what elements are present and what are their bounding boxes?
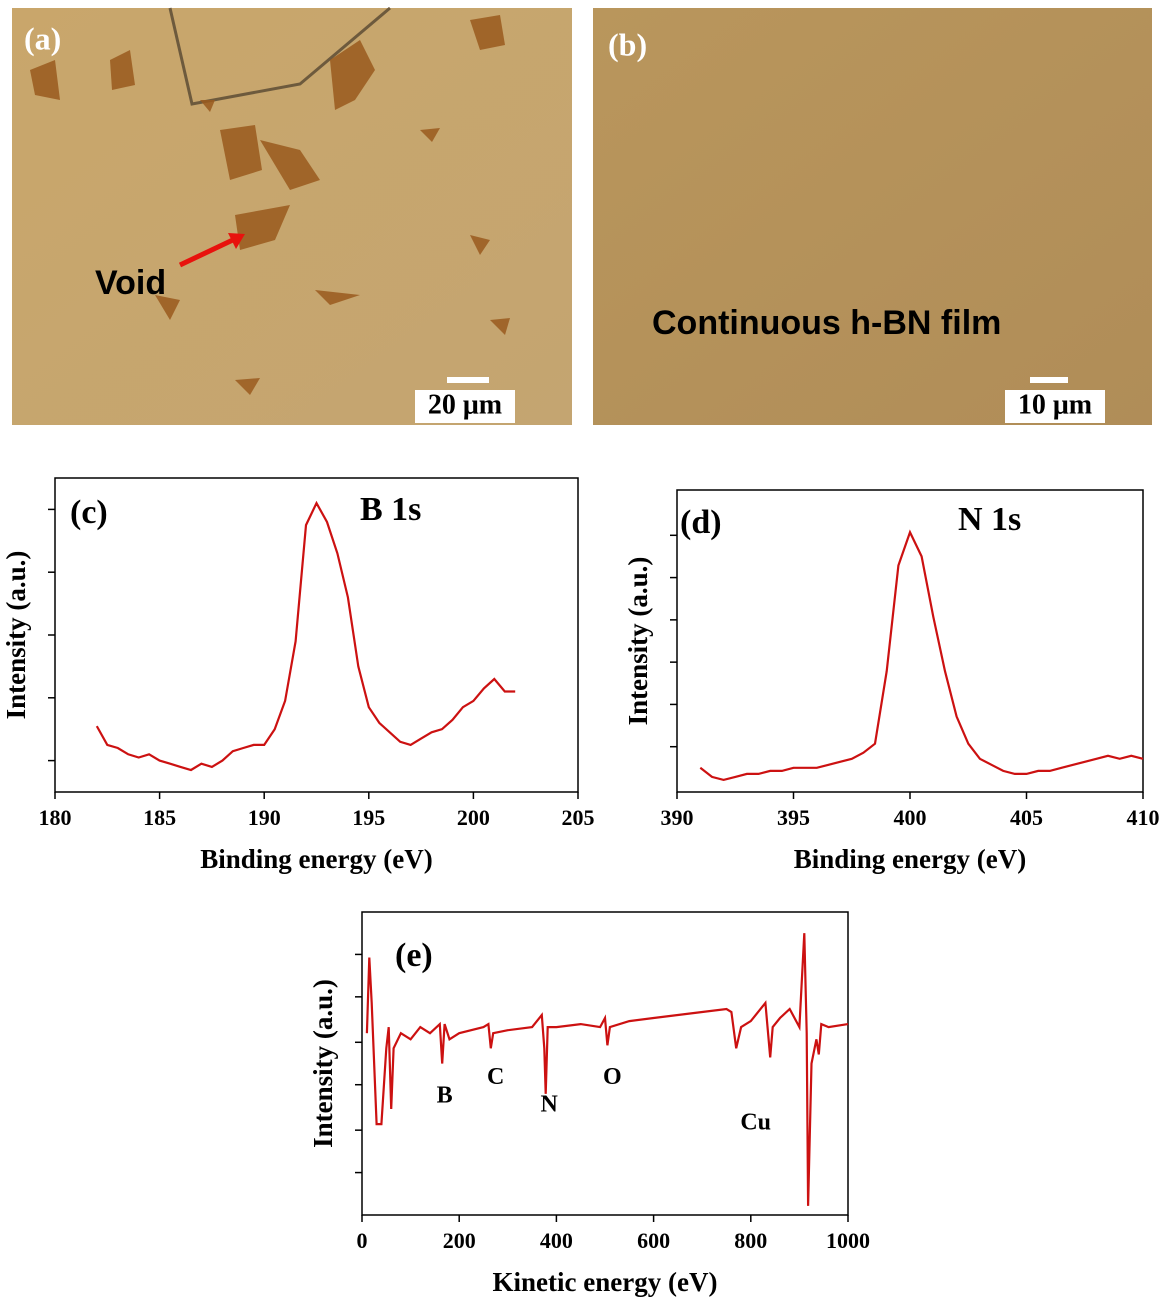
x-axis-label: Binding energy (eV) [794, 844, 1027, 874]
crack [168, 6, 391, 106]
annotation: Void [95, 264, 166, 302]
x-tick-label: 800 [734, 1228, 767, 1253]
x-tick-label: 395 [777, 805, 810, 830]
x-tick-label: 390 [661, 805, 694, 830]
scale-label: 20 μm [428, 389, 502, 420]
x-axis-label: Kinetic energy (eV) [493, 1267, 718, 1297]
panel-label: (e) [395, 937, 433, 974]
panel-label: (a) [24, 20, 61, 56]
scale-bar [1030, 377, 1068, 383]
void-arrow [178, 235, 239, 268]
image [12, 8, 572, 425]
peak-annotation: Cu [740, 1110, 771, 1136]
peak-annotation: O [603, 1064, 622, 1090]
data-line [365, 933, 849, 1206]
scale-box [1005, 390, 1105, 423]
x-tick-label: 205 [562, 805, 595, 830]
peak-annotation: B [437, 1082, 453, 1108]
data-line [95, 500, 516, 772]
x-tick-label: 405 [1010, 805, 1043, 830]
scale-label: 10 μm [1018, 389, 1092, 420]
voids [30, 15, 510, 395]
y-axis-label: Intensity (a.u.) [623, 557, 653, 726]
x-tick-label: 200 [457, 805, 490, 830]
peak-annotation: N [540, 1091, 558, 1117]
panel-label: (c) [70, 494, 108, 531]
peak-label: B 1s [360, 491, 421, 528]
scale-box [415, 390, 515, 423]
x-tick-label: 1000 [826, 1228, 870, 1253]
plot-frame [361, 911, 849, 1216]
x-tick-label: 600 [637, 1228, 670, 1253]
panel-label: (d) [680, 504, 722, 541]
x-tick-label: 190 [248, 805, 281, 830]
micrograph-b: (b) Continuous h-BN film 10 μm [593, 8, 1152, 425]
image [593, 8, 1152, 425]
x-tick-label: 400 [540, 1228, 573, 1253]
panel-label: (b) [608, 26, 647, 62]
y-axis-label: Intensity (a.u.) [308, 979, 338, 1148]
x-tick-label: 0 [357, 1228, 368, 1253]
x-tick-label: 180 [39, 805, 72, 830]
micrograph-a: (a) Void 20 μm [12, 6, 572, 425]
x-tick-label: 185 [143, 805, 176, 830]
x-tick-label: 200 [443, 1228, 476, 1253]
peak-label: N 1s [958, 501, 1021, 538]
arrow-head [228, 233, 245, 249]
x-axis-label: Binding energy (eV) [200, 844, 433, 874]
y-axis-label: Intensity (a.u.) [1, 551, 31, 720]
plot-frame [54, 477, 579, 793]
annotation: Continuous h-BN film [652, 304, 1001, 342]
x-tick-label: 400 [894, 805, 927, 830]
data-line [699, 529, 1144, 782]
peak-annotation: C [487, 1064, 504, 1090]
scale-bar [447, 377, 489, 383]
x-tick-label: 195 [352, 805, 385, 830]
x-tick-label: 410 [1127, 805, 1160, 830]
